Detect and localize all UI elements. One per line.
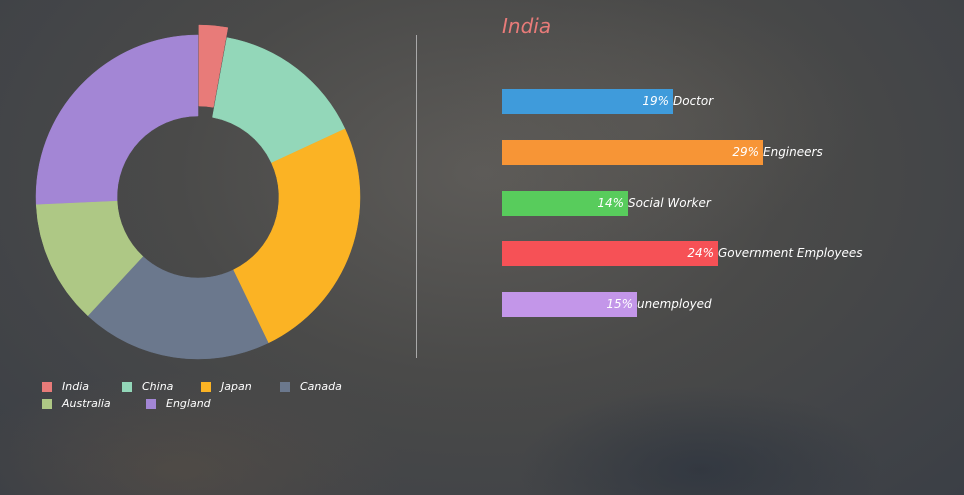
bar-category-label: Doctor	[673, 94, 714, 108]
bar-label: 24% Government Employees	[687, 241, 862, 266]
bar-label: 15% unemployed	[606, 292, 711, 317]
bar[interactable]	[502, 140, 763, 165]
bar-label: 19% Doctor	[642, 89, 713, 114]
bar[interactable]	[502, 292, 637, 317]
bar-label: 29% Engineers	[732, 140, 822, 165]
legend-item-england[interactable]: England	[146, 397, 211, 410]
legend-swatch	[42, 381, 52, 392]
bar-label: 14% Social Worker	[597, 191, 710, 216]
bar-category-label: Engineers	[763, 145, 823, 159]
bar-value-label: 14%	[597, 196, 624, 210]
bar[interactable]	[502, 191, 628, 216]
donut-slice-india[interactable]	[198, 24, 229, 108]
bar-value-label: 15%	[606, 297, 633, 311]
legend-item-australia[interactable]: Australia	[42, 397, 111, 410]
legend-label: England	[166, 397, 211, 410]
bar-category-label: Government Employees	[718, 246, 863, 260]
legend-item-canada[interactable]: Canada	[280, 380, 342, 393]
bar-value-label: 29%	[732, 145, 759, 159]
divider-line	[416, 35, 417, 358]
legend-label: India	[62, 380, 89, 393]
legend-swatch	[122, 381, 132, 392]
legend-item-india[interactable]: India	[42, 380, 89, 393]
legend-swatch	[280, 381, 290, 392]
legend-swatch	[42, 398, 52, 409]
legend-item-china[interactable]: China	[122, 380, 173, 393]
donut-slice-japan[interactable]	[232, 128, 361, 344]
legend-swatch	[201, 381, 211, 392]
legend-swatch	[146, 398, 156, 409]
legend-label: Australia	[62, 397, 111, 410]
donut-chart	[35, 24, 361, 360]
legend-label: Japan	[221, 380, 252, 393]
bar-chart-title: India	[502, 14, 552, 38]
legend-label: China	[142, 380, 174, 393]
legend-label: Canada	[300, 380, 342, 393]
donut-slice-canada[interactable]	[87, 256, 269, 360]
donut-slice-england[interactable]	[35, 34, 199, 205]
bar-category-label: unemployed	[637, 297, 712, 311]
bar-value-label: 19%	[642, 94, 669, 108]
legend-item-japan[interactable]: Japan	[201, 380, 252, 393]
bar-category-label: Social Worker	[628, 196, 711, 210]
bar-value-label: 24%	[687, 246, 714, 260]
bar[interactable]	[502, 241, 718, 266]
bar[interactable]	[502, 89, 673, 114]
